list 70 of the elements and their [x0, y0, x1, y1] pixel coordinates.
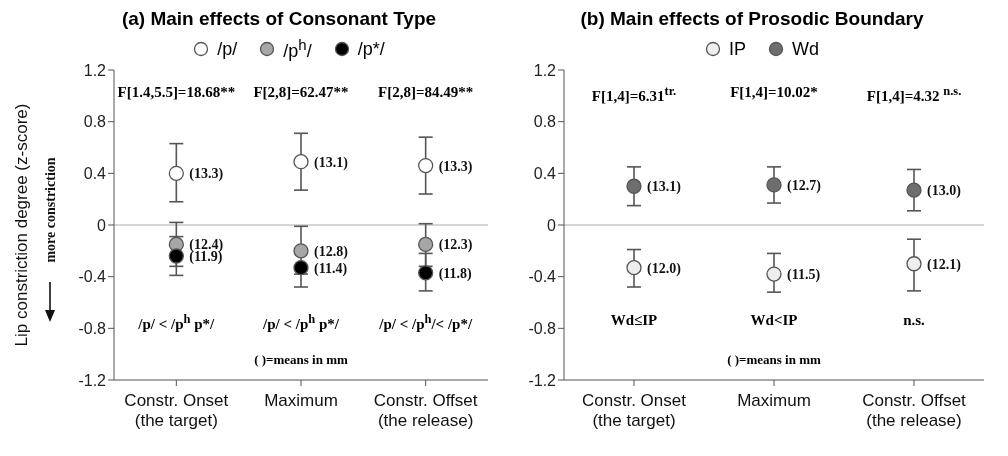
x-tick-label: Constr. Offset (the release) [373, 391, 478, 430]
annotation: (12.3) [438, 237, 473, 254]
point [168, 165, 184, 181]
y-tick-label: -1.2 [78, 371, 107, 389]
y-axis-title: Lip constriction degree (z-score) [12, 103, 31, 347]
y-tick-label: -1.2 [528, 371, 557, 389]
point [766, 266, 782, 282]
y-tick-label: -0.8 [78, 320, 107, 338]
annotation: (12.1) [927, 256, 962, 273]
annotation: (12.0) [647, 260, 682, 277]
y-tick-label: -0.8 [528, 320, 557, 338]
point [168, 248, 184, 264]
x-tick-label: Constr. Offset (the release) [862, 391, 967, 430]
annotation: n.s. [902, 311, 926, 329]
point [418, 265, 434, 281]
annotation: /p/ < /p$^{h}$ p*/ [262, 311, 340, 333]
x-tick-label: Constr. Onset (the target) [582, 391, 687, 430]
y-tick-label: -0.4 [78, 268, 107, 286]
annotation: (11.5) [787, 267, 821, 284]
annotation: (13.3) [189, 166, 224, 183]
point [418, 157, 434, 174]
legend-label: Wd [792, 38, 819, 60]
x-tick-label: Maximum [737, 391, 811, 410]
point [906, 182, 922, 198]
annotation: F[1,4]=6.31$^{tr.}$ [590, 83, 678, 105]
annotation: F[2,8]=62.47** [252, 83, 350, 101]
annotation: F[1.4,5.5]=18.68** [116, 83, 237, 101]
annotation: (13.0) [927, 183, 962, 200]
point [293, 154, 309, 170]
chart-title: (b) Main effects of Prosodic Boundary [579, 8, 925, 31]
point [418, 236, 434, 253]
y-tick-label: 0.8 [83, 113, 107, 131]
point [766, 177, 782, 193]
y-tick-label: 0 [97, 216, 107, 234]
annotation: (11.4) [314, 260, 348, 277]
x-tick-label: Maximum [264, 391, 338, 410]
annotation: (13.1) [314, 154, 349, 171]
annotation: (13.1) [647, 179, 682, 196]
annotation: (12.7) [787, 177, 822, 194]
point [906, 256, 922, 272]
point [293, 243, 309, 259]
y-tick-label: 0 [547, 216, 557, 234]
chart-title: (a) Main effects of Consonant Type [120, 8, 438, 31]
annotation: ( )=means in mm [253, 352, 349, 368]
text: more constriction [43, 157, 58, 263]
annotation: ( )=means in mm [726, 352, 822, 368]
x-tick-label: Constr. Onset (the target) [124, 391, 229, 430]
legend-label: IP [728, 38, 746, 60]
y-tick-label: -0.4 [528, 268, 557, 286]
y-tick-label: 0.8 [533, 113, 557, 131]
y-tick-label: 0.4 [83, 165, 107, 183]
y-tick-label: 1.2 [83, 61, 107, 79]
annotation: F[2,8]=84.49** [377, 83, 475, 101]
legend-label: /p*/ [357, 38, 385, 60]
legend-label: /p$^{h}$/ [283, 36, 312, 62]
legend-label: /p/ [217, 38, 238, 60]
annotation: (11.8) [438, 265, 473, 282]
annotation: Wd<IP [749, 311, 799, 329]
annotation: F[1,4]=4.32 $^{n.s.}$ [865, 83, 963, 105]
annotation: F[1,4]=10.02* [729, 83, 819, 101]
annotation: (13.3) [438, 158, 473, 175]
y-tick-label: 0.4 [533, 165, 557, 183]
y-tick-label: 1.2 [533, 61, 557, 79]
point [626, 259, 642, 276]
point [293, 259, 309, 276]
point [626, 178, 642, 194]
annotation: /p/ < /p$^{h}$ p*/ [137, 311, 216, 333]
annotation: (12.8) [314, 243, 349, 260]
annotation: /p/ < /p$^{h}$/< /p*/ [378, 311, 474, 333]
annotation: Wd≤IP [609, 311, 659, 329]
